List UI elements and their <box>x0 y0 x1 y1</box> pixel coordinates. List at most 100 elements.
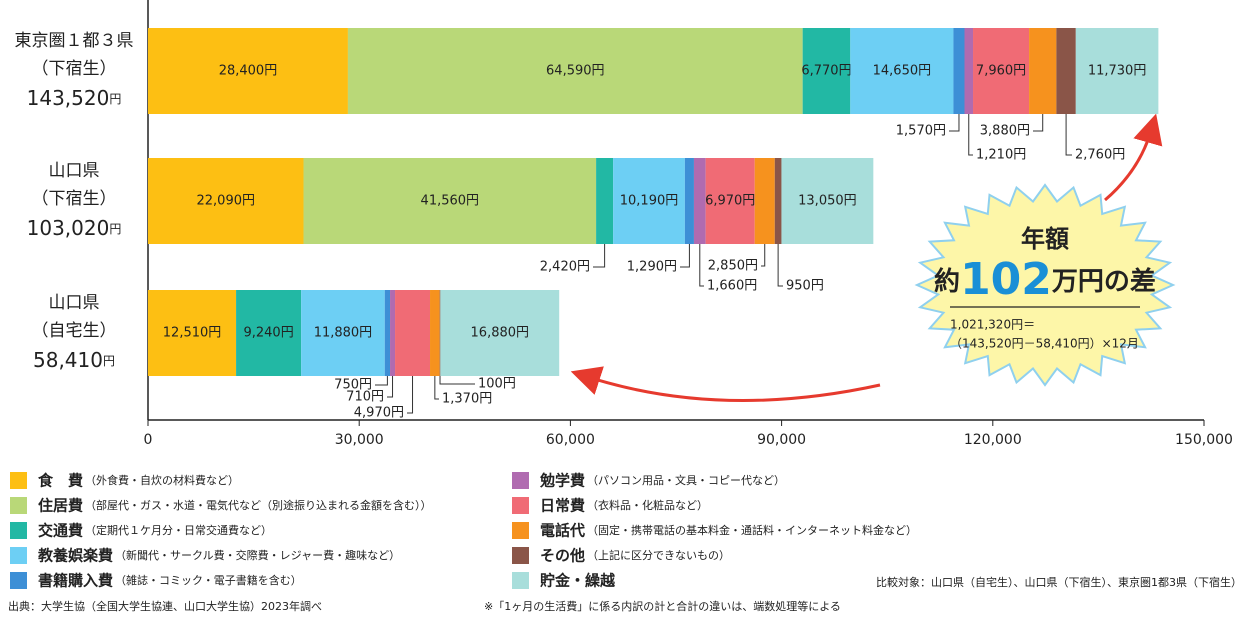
leader-line <box>700 244 704 286</box>
legend-note: （外食費・自炊の材料費など） <box>85 473 239 487</box>
value-label: 64,590円 <box>546 64 605 79</box>
leader-line <box>375 376 387 385</box>
leader-line <box>440 376 475 384</box>
bar-segment <box>1056 28 1075 114</box>
legend-swatch <box>512 522 529 539</box>
value-label: 1,570円 <box>896 124 946 139</box>
value-label: 11,730円 <box>1088 64 1147 79</box>
value-label: 13,050円 <box>798 194 857 209</box>
row-total-unit: 円 <box>109 222 121 236</box>
legend-swatch <box>10 497 27 514</box>
bar-segment <box>390 290 395 376</box>
value-label: 7,960円 <box>976 64 1026 79</box>
legend-label: その他 <box>540 547 585 565</box>
value-label: 14,650円 <box>873 64 932 79</box>
value-label: 2,420円 <box>540 260 590 275</box>
category-subtitle: （下宿生） <box>32 189 117 209</box>
legend-note: （部屋代・ガス・水道・電気代など（別途振り込まれる金額を含む）） <box>85 498 432 512</box>
arrow <box>1105 128 1152 200</box>
row-total-unit: 円 <box>103 354 115 368</box>
legend-label: 教養娯楽費 <box>37 547 113 565</box>
page: {"chart_data": {"type": "bar", "orientat… <box>0 0 1252 620</box>
annotation-formula: 1,021,320円＝ <box>950 318 1035 332</box>
annotation-formula: （143,520円－58,410円）×12月 <box>950 337 1139 351</box>
legend-swatch <box>512 497 529 514</box>
legend-label: 電話代 <box>540 522 585 540</box>
leader-line <box>761 244 765 266</box>
value-label: 710円 <box>346 390 384 405</box>
source: 出典：大学生協（全国大学生協連、山口大学生協）2023年調べ <box>8 599 322 613</box>
leader-line <box>407 376 413 413</box>
legend-note: （パソコン用品・文具・コピー代など） <box>587 473 785 487</box>
leader-line <box>1066 114 1072 155</box>
arrow <box>585 376 880 401</box>
x-tick-label: 60,000 <box>546 432 595 448</box>
leader-line <box>593 244 605 267</box>
leader-line <box>680 244 689 267</box>
x-tick-label: 0 <box>144 432 153 448</box>
annotation-title: 年額 <box>1021 225 1069 253</box>
legend-label: 食 費 <box>38 472 83 490</box>
legend-swatch <box>10 572 27 589</box>
legend-note: （新聞代・サークル費・交際費・レジャー費・趣味など） <box>115 548 400 562</box>
value-label: 2,760円 <box>1075 148 1125 163</box>
legend-label: 交通費 <box>38 522 83 540</box>
value-label: 16,880円 <box>471 326 530 341</box>
category-label: 山口県 <box>49 293 100 313</box>
row-total-value: 58,410 <box>33 348 103 372</box>
comparison: 比較対象：山口県（自宅生）、山口県（下宿生）、東京圏1都3県（下宿生） <box>876 575 1242 589</box>
bar-segment <box>395 290 430 376</box>
leader-line <box>435 376 439 399</box>
legend-note: （上記に区分できないもの） <box>587 548 730 562</box>
legend-label: 日常費 <box>540 497 585 515</box>
value-label: 10,190円 <box>620 194 679 209</box>
value-label: 12,510円 <box>163 326 222 341</box>
bar-segment <box>596 158 613 244</box>
legend-swatch <box>512 547 529 564</box>
leader-line <box>949 114 959 131</box>
annotation-suffix: 万円の差 <box>1052 266 1156 297</box>
value-label: 4,970円 <box>354 406 404 421</box>
category-label: 山口県 <box>49 161 100 181</box>
x-tick-label: 120,000 <box>964 432 1022 448</box>
category-subtitle: （下宿生） <box>32 59 117 79</box>
value-label: 9,240円 <box>243 326 293 341</box>
legend-swatch <box>10 547 27 564</box>
value-label: 11,880円 <box>314 326 373 341</box>
bar-segment <box>775 158 782 244</box>
row-total: 103,020円 <box>27 216 122 240</box>
legend-label: 住居費 <box>38 497 83 515</box>
bar-segment <box>440 290 441 376</box>
x-tick-label: 150,000 <box>1175 432 1233 448</box>
footnote: ※「1ヶ月の生活費」に係る内訳の計と合計の違いは、端数処理等による <box>484 599 841 613</box>
legend-swatch <box>512 572 529 589</box>
annotation-prefix: 約 <box>934 266 960 297</box>
row-total: 143,520円 <box>27 86 122 110</box>
bar-segment <box>953 28 964 114</box>
bar-segment <box>385 290 390 376</box>
legend-swatch <box>10 472 27 489</box>
value-label: 2,850円 <box>708 259 758 274</box>
row-total: 58,410円 <box>33 348 115 372</box>
row-total-value: 103,020 <box>27 216 110 240</box>
row-total-value: 143,520 <box>27 86 110 110</box>
category-label: 東京圏１都３県 <box>15 31 134 51</box>
bar-segment <box>685 158 694 244</box>
legend-note: （固定・携帯電話の基本料金・通話料・インターネット料金など） <box>587 523 917 537</box>
leader-line <box>969 114 973 155</box>
annotation-number: 102 <box>960 254 1052 305</box>
legend-label: 勉学費 <box>539 472 585 490</box>
bar-segment <box>964 28 973 114</box>
value-label: 950円 <box>786 279 824 294</box>
chart: 030,00060,00090,000120,000150,000東京圏１都３県… <box>0 0 1252 620</box>
value-label: 1,370円 <box>442 392 492 407</box>
value-label: 28,400円 <box>219 64 278 79</box>
legend-label: 書籍購入費 <box>38 572 113 590</box>
value-label: 1,660円 <box>707 279 757 294</box>
value-label: 100円 <box>478 377 516 392</box>
value-label: 1,210円 <box>976 148 1026 163</box>
leader-line <box>778 244 783 286</box>
value-label: 22,090円 <box>197 194 256 209</box>
value-label: 6,970円 <box>705 194 755 209</box>
legend-swatch <box>512 472 529 489</box>
